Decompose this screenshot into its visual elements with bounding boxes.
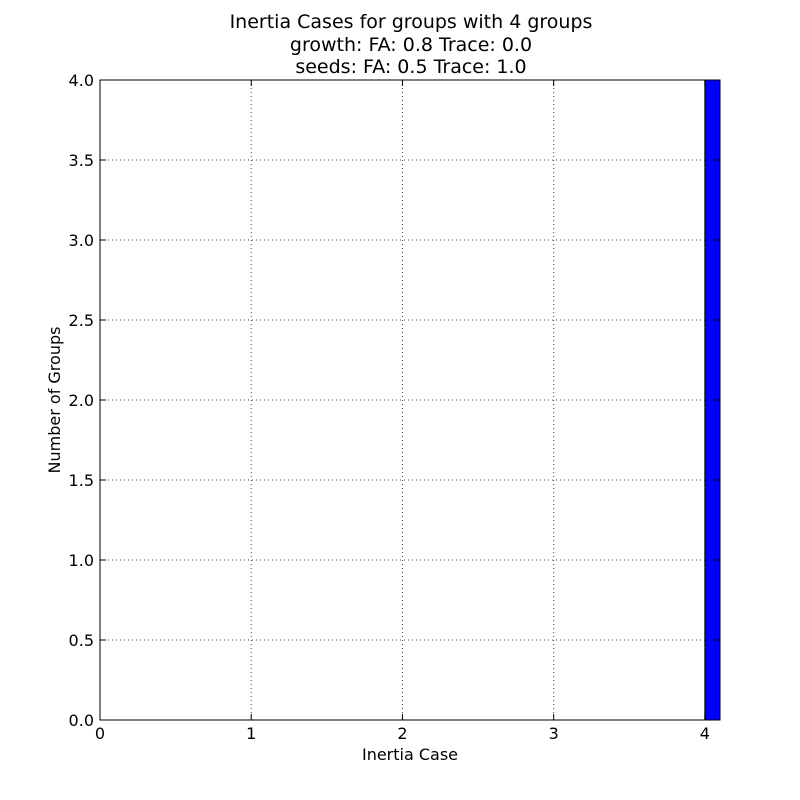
y-axis-ticks: 0.0 0.5 1.0 1.5 2.0 2.5 3.0 3.5 4.0: [69, 71, 720, 730]
grid-lines: [99, 79, 720, 721]
y-tick-label-1: 0.5: [69, 631, 94, 650]
y-tick-label-3: 1.5: [69, 471, 94, 490]
x-axis-label: Inertia Case: [362, 745, 458, 764]
y-tick-label-4: 2.0: [69, 391, 94, 410]
x-tick-label-1: 1: [246, 724, 256, 743]
x-axis-ticks: 0 1 2 3 4: [95, 80, 710, 743]
y-tick-label-0: 0.0: [69, 711, 94, 730]
x-tick-label-3: 3: [549, 724, 559, 743]
y-axis-label: Number of Groups: [45, 327, 64, 474]
x-tick-label-2: 2: [397, 724, 407, 743]
chart-title: Inertia Cases for groups with 4 groups g…: [230, 11, 593, 78]
chart-title-line-2: growth: FA: 0.8 Trace: 0.0: [290, 34, 532, 56]
x-tick-label-0: 0: [95, 724, 105, 743]
chart-title-line-3: seeds: FA: 0.5 Trace: 1.0: [295, 56, 526, 78]
y-tick-label-7: 3.5: [69, 151, 94, 170]
chart-title-line-1: Inertia Cases for groups with 4 groups: [230, 11, 593, 33]
y-tick-label-2: 1.0: [69, 551, 94, 570]
x-tick-label-4: 4: [700, 724, 710, 743]
y-tick-label-5: 2.5: [69, 311, 94, 330]
y-tick-label-6: 3.0: [69, 231, 94, 250]
y-tick-label-8: 4.0: [69, 71, 94, 90]
